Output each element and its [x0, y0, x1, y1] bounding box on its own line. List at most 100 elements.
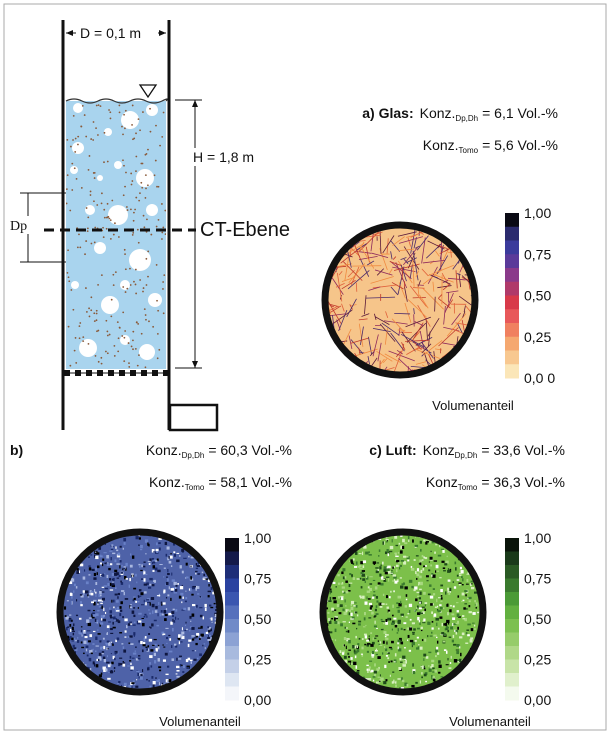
texture [215, 557, 218, 558]
texture [390, 573, 393, 574]
texture [346, 676, 349, 678]
particle [118, 105, 120, 107]
texture [64, 678, 65, 681]
texture [89, 567, 91, 570]
texture [213, 660, 216, 663]
texture [431, 575, 433, 577]
colorbar-tick-label: 0,00 [244, 692, 271, 708]
texture [448, 362, 449, 369]
texture [371, 670, 373, 672]
texture [73, 683, 74, 684]
texture [430, 596, 433, 599]
texture [438, 555, 441, 557]
particle [159, 145, 161, 147]
texture [111, 642, 112, 643]
texture [367, 671, 369, 673]
texture [111, 583, 114, 585]
texture [100, 622, 103, 624]
texture [476, 602, 478, 605]
texture [359, 638, 361, 640]
texture [158, 658, 160, 661]
texture [186, 576, 189, 578]
texture [444, 649, 446, 651]
texture [416, 578, 417, 580]
texture [79, 632, 82, 634]
texture [344, 637, 346, 640]
texture [400, 642, 403, 645]
particle [130, 173, 132, 175]
texture [351, 604, 352, 606]
texture [348, 533, 350, 535]
texture [211, 549, 213, 550]
texture [177, 532, 179, 533]
texture [451, 613, 454, 615]
texture [383, 580, 386, 581]
texture [144, 600, 145, 603]
colorbar-step [505, 254, 519, 268]
texture [477, 612, 479, 613]
texture [92, 690, 95, 693]
texture [156, 551, 158, 553]
texture [406, 617, 408, 618]
colorbar-tick-label: 0,75 [524, 571, 551, 587]
texture [167, 578, 169, 581]
konz: Konz. [149, 474, 185, 490]
texture [213, 570, 216, 573]
texture [81, 544, 82, 546]
texture [365, 552, 368, 555]
texture [70, 548, 73, 549]
texture [191, 542, 193, 544]
texture [105, 669, 107, 672]
particle [66, 188, 68, 190]
texture [359, 565, 361, 568]
texture [393, 576, 396, 578]
texture [414, 314, 415, 326]
particle [86, 311, 88, 313]
texture [477, 682, 478, 683]
texture [330, 362, 341, 365]
texture [170, 622, 172, 625]
texture [469, 600, 471, 602]
texture [364, 692, 367, 695]
texture [90, 536, 92, 538]
texture [120, 546, 122, 548]
texture [87, 687, 90, 690]
texture [114, 559, 116, 562]
texture [385, 634, 387, 635]
texture [130, 666, 133, 669]
texture [80, 594, 82, 596]
texture [381, 629, 383, 630]
texture [468, 369, 470, 374]
colorbar-step [505, 282, 519, 296]
texture [419, 597, 421, 599]
texture [468, 597, 471, 599]
texture [159, 670, 161, 672]
texture [145, 553, 146, 554]
texture [153, 551, 156, 552]
texture [176, 666, 179, 668]
particle [138, 200, 140, 202]
texture [432, 627, 434, 629]
texture [388, 578, 389, 581]
texture [355, 636, 357, 638]
texture [469, 545, 472, 548]
texture [159, 548, 161, 551]
texture [167, 666, 169, 668]
texture [438, 628, 440, 630]
texture [443, 570, 446, 571]
texture [203, 574, 205, 576]
particle [92, 139, 94, 141]
texture [479, 535, 481, 538]
particle [138, 242, 140, 244]
texture [171, 588, 174, 591]
texture [100, 555, 101, 557]
texture [419, 576, 422, 579]
particle [114, 355, 116, 357]
texture [431, 611, 433, 613]
texture [179, 656, 182, 658]
texture [149, 613, 151, 615]
texture [461, 353, 465, 358]
texture [110, 671, 113, 673]
texture [465, 686, 466, 688]
texture [188, 644, 190, 647]
